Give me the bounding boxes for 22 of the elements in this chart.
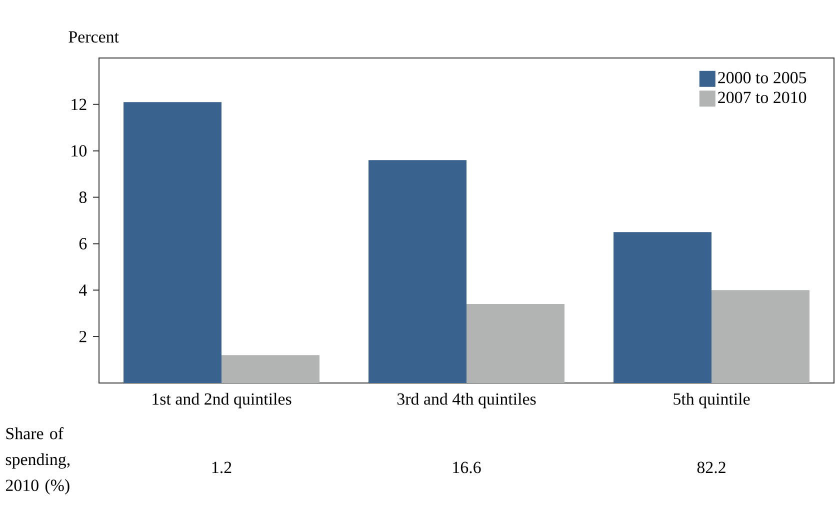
bar xyxy=(614,232,712,383)
legend-label: 2000 to 2005 xyxy=(718,72,806,84)
bar xyxy=(466,304,565,383)
bar xyxy=(712,290,810,383)
x-tick-label: 1st and 2nd quintiles xyxy=(152,392,292,408)
y-axis-title: Percent xyxy=(68,31,119,43)
text: Share of spending, 2010 (%) xyxy=(6,427,70,495)
bar xyxy=(222,355,320,383)
text: 16.6 xyxy=(453,462,481,474)
x-tick-label: 3rd and 4th quintiles xyxy=(397,392,536,408)
y-tick-label: 2 xyxy=(79,330,86,342)
bar xyxy=(124,102,222,383)
y-tick-label: 10 xyxy=(72,145,87,157)
text: 1.2 xyxy=(212,462,232,474)
y-tick-label: 8 xyxy=(79,192,87,203)
y-tick-label: 6 xyxy=(79,238,87,250)
y-tick-label: 4 xyxy=(79,284,87,296)
text: 82.2 xyxy=(697,462,726,474)
legend-label: 2007 to 2010 xyxy=(718,92,806,104)
x-tick-label: 5th quintile xyxy=(674,392,750,408)
y-tick-label: 12 xyxy=(72,98,86,110)
bar xyxy=(368,160,467,383)
